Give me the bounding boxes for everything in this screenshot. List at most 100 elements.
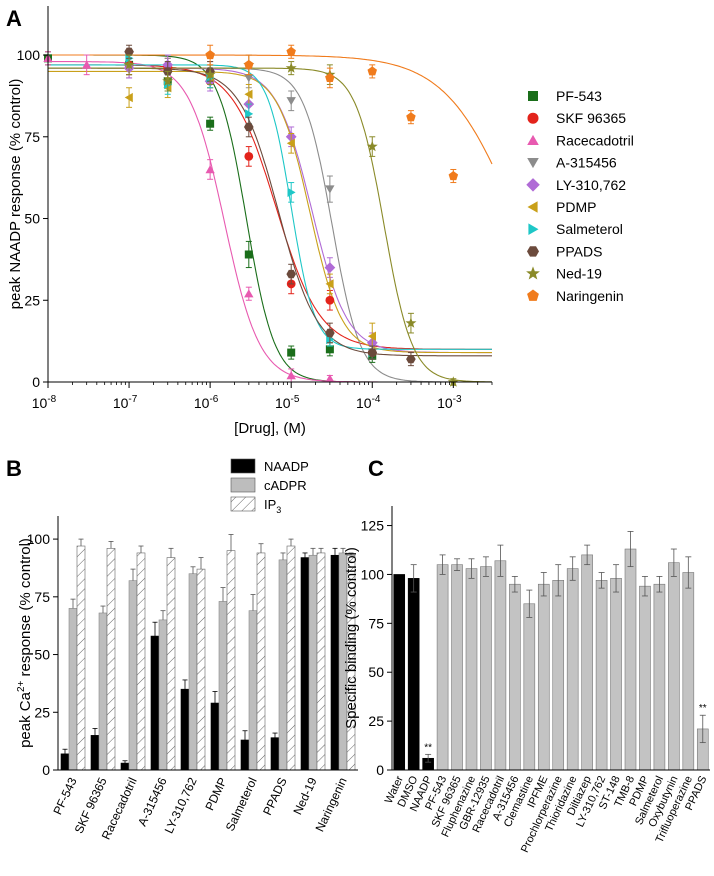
bar (624, 548, 637, 771)
legend-marker-4 (526, 178, 540, 192)
panel-a-label: A (6, 6, 22, 31)
bar-naadp (300, 557, 310, 771)
bar-cadpr (308, 554, 318, 771)
y-tick-label: 25 (24, 292, 40, 308)
data-point-hexagon (367, 348, 378, 357)
data-point-pentagon (205, 50, 215, 60)
x-axis-label: [Drug], (M) (234, 420, 306, 437)
y-tick-label: 0 (42, 762, 50, 778)
legend-marker-9 (527, 289, 539, 301)
bar (668, 562, 680, 771)
data-point-triangle-left (325, 279, 334, 289)
bar-naadp (270, 737, 280, 771)
bar-cadpr (278, 559, 288, 771)
fit-curve-8 (48, 67, 493, 383)
bar-ip3 (166, 557, 176, 771)
fit-curve-2 (48, 61, 492, 383)
data-point-hexagon (244, 122, 254, 132)
bar-naadp (90, 735, 100, 771)
legend-label-main: cADPR (264, 478, 307, 493)
x-tick-label: 10-5 (275, 394, 300, 411)
x-tick-base: 10 (194, 395, 210, 411)
legend-label: Ned-19 (556, 266, 602, 282)
data-point-circle (325, 295, 335, 305)
legend-label-main: NAADP (264, 459, 309, 474)
data-point-square (206, 119, 215, 128)
y-axis-label: peak NAADP response (% control) (7, 79, 24, 310)
legend-label: A-315456 (556, 155, 617, 171)
bar-naadp (150, 635, 160, 771)
data-point-star (204, 68, 216, 80)
bar (494, 560, 507, 771)
bar-cadpr (188, 573, 198, 771)
data-point-pentagon (286, 46, 296, 56)
data-point-hexagon (286, 269, 296, 279)
x-category-label: Ned-19 (290, 775, 319, 817)
data-point-star (162, 75, 174, 86)
bar (509, 583, 521, 771)
data-point-triangle-up (205, 165, 215, 174)
bar-ip3 (256, 552, 266, 771)
legend-label: Racecadotril (556, 132, 634, 148)
data-point-pentagon (325, 72, 335, 82)
bar (552, 580, 565, 771)
legend-label: Salmeterol (556, 221, 623, 237)
bar-ip3 (136, 552, 146, 771)
bar-ip3 (316, 552, 326, 771)
bar-naadp (330, 554, 340, 771)
data-point-star (447, 376, 459, 387)
legend-label-sub: 3 (276, 505, 281, 515)
legend-a: PF-543 SKF 96365 Racecadotril A-315456 LY-31… (526, 88, 634, 304)
bar-ip3 (76, 545, 86, 771)
fit-curve-1 (48, 64, 492, 350)
panel-c-label: C (368, 456, 384, 481)
data-point-triangle-down (244, 74, 254, 83)
legend-label: PDMP (556, 199, 596, 215)
fit-curve-9 (48, 54, 493, 165)
legend-marker-5 (527, 201, 538, 213)
x-tick-base: 10 (32, 395, 48, 411)
bar-cadpr (68, 608, 78, 771)
legend-marker-1 (527, 112, 539, 124)
data-point-triangle-down (325, 185, 335, 194)
data-point-star (366, 140, 378, 152)
y-axis-label: Specific binding (% control) (343, 547, 360, 729)
x-tick-base: 10 (437, 395, 453, 411)
bar-naadp (240, 739, 250, 771)
x-tick-label: 10-7 (113, 394, 138, 411)
data-point-pentagon (448, 171, 459, 181)
y-tick-label: 125 (361, 518, 385, 534)
y-tick-label: 100 (361, 566, 385, 582)
legend-marker-0 (528, 91, 538, 101)
bar-cadpr (248, 610, 258, 771)
y-tick-label: 100 (27, 531, 51, 547)
bar (682, 572, 695, 771)
legend-b: NAADP cADPR IP3 (230, 458, 309, 515)
bar-cadpr (218, 601, 228, 771)
legend-label-main: IP (264, 497, 276, 512)
fit-curve-6 (48, 64, 492, 350)
y-axis-label-main: peak Ca (17, 691, 34, 748)
bar (480, 566, 492, 771)
bar (566, 568, 579, 771)
bar-naadp (180, 688, 190, 771)
data-point-triangle-left (367, 331, 376, 341)
legend-label: Naringenin (556, 288, 624, 304)
legend-label: IP3 (264, 497, 281, 515)
legend-label: NAADP (264, 459, 309, 474)
x-category-label: PPADS (260, 775, 290, 817)
data-point-star (123, 59, 135, 70)
data-point-triangle-up (82, 60, 92, 69)
bar (653, 583, 666, 771)
bar-cadpr (158, 619, 168, 771)
data-point-circle (244, 152, 254, 161)
legend-label: PPADS (556, 243, 602, 259)
fit-curve-4 (48, 67, 492, 354)
legend-marker-3 (527, 158, 539, 169)
bar (451, 564, 463, 771)
bar (407, 578, 420, 771)
data-point-pentagon (406, 112, 416, 122)
x-category-label: PF-543 (50, 775, 79, 817)
